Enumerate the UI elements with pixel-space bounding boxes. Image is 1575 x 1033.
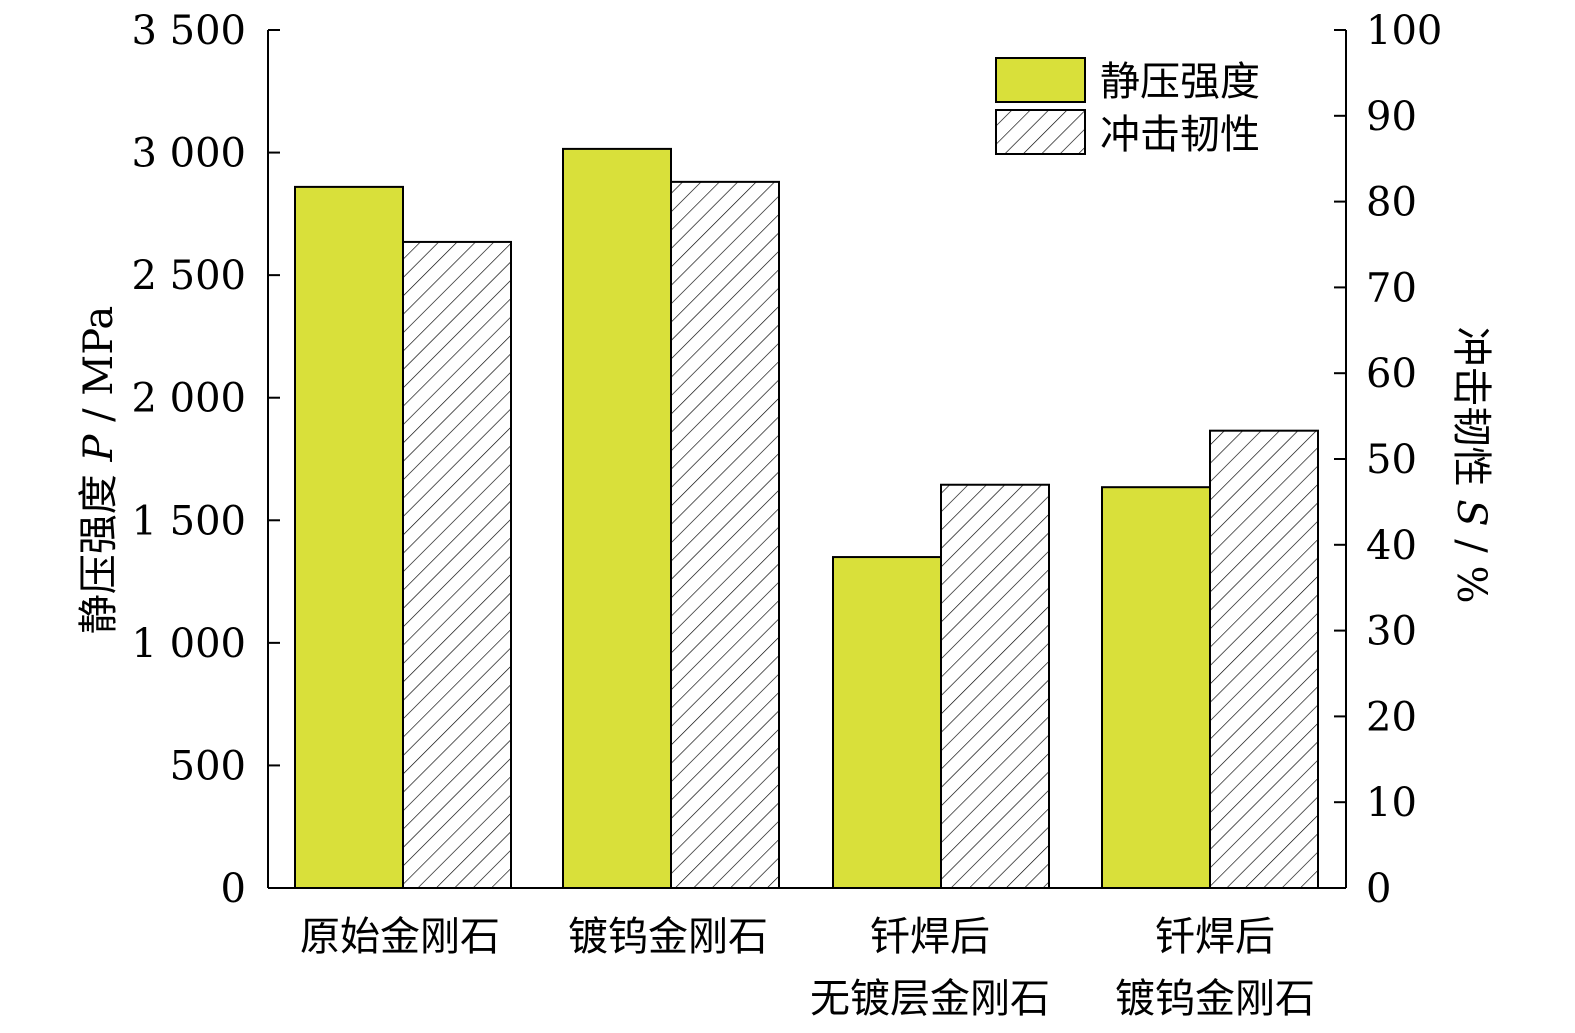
bar-impact-toughness-1 — [670, 180, 780, 889]
left-tick-label: 2 000 — [131, 376, 246, 422]
legend-swatch-impact-toughness — [995, 109, 1086, 155]
bars-layer — [294, 147, 1319, 890]
right-tick-label: 70 — [1366, 265, 1417, 311]
legend-label-impact-toughness: 冲击韧性 — [1100, 112, 1260, 158]
category-label-0: 原始金刚石 — [300, 914, 500, 960]
right-tick-label: 10 — [1366, 780, 1417, 826]
right-tick-label: 90 — [1366, 94, 1417, 140]
left-tick-label: 1 500 — [131, 498, 246, 544]
left-tick-label: 3 500 — [131, 8, 246, 54]
left-axis-title: 静压强度 P / MPa — [76, 306, 122, 634]
left-tick-label: 500 — [170, 743, 246, 789]
right-tick-label: 50 — [1366, 437, 1417, 483]
right-axis-ticks: 0 10 20 30 40 50 60 70 80 90 100 — [1334, 8, 1442, 912]
bar-impact-toughness-2 — [940, 483, 1050, 889]
category-label-1: 镀钨金刚石 — [568, 914, 768, 960]
category-label-2: 钎焊后 — [870, 914, 990, 960]
bar-static-strength-2 — [832, 556, 942, 889]
bar-static-strength-0 — [294, 185, 404, 890]
right-tick-label: 80 — [1366, 180, 1417, 226]
right-tick-label: 40 — [1366, 523, 1417, 569]
left-axis-ticks: 0 500 1 000 1 500 2 000 2 500 3 000 3 500 — [131, 8, 280, 912]
legend: 静压强度 冲击韧性 — [995, 57, 1260, 158]
left-tick-label: 2 500 — [131, 253, 246, 299]
right-tick-label: 60 — [1366, 351, 1417, 397]
left-tick-label: 1 000 — [131, 621, 246, 667]
category-label-3: 钎焊后 — [1155, 914, 1275, 960]
legend-swatch-static-strength — [995, 57, 1086, 103]
bar-static-strength-1 — [562, 147, 672, 889]
bar-impact-toughness-3 — [1209, 429, 1319, 889]
right-tick-label: 20 — [1366, 694, 1417, 740]
right-axis-title: 冲击韧性 S / % — [1448, 326, 1494, 603]
legend-label-static-strength: 静压强度 — [1100, 59, 1260, 105]
right-tick-label: 0 — [1366, 866, 1391, 912]
bar-static-strength-3 — [1101, 486, 1211, 889]
bar-impact-toughness-0 — [402, 240, 512, 889]
left-tick-label: 3 000 — [131, 131, 246, 177]
category-label-2: 无镀层金刚石 — [810, 976, 1050, 1022]
right-tick-label: 30 — [1366, 609, 1417, 655]
category-label-3: 镀钨金刚石 — [1115, 976, 1315, 1022]
left-tick-label: 0 — [221, 866, 246, 912]
right-tick-label: 100 — [1366, 8, 1442, 54]
